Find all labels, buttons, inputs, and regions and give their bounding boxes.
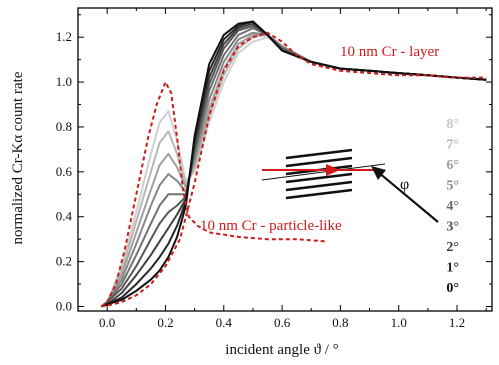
- x-tick-label: 1.0: [391, 315, 407, 330]
- y-axis-label: normalized Cr-Kα count rate: [10, 71, 26, 244]
- legend-entry: 6°: [446, 158, 459, 173]
- x-tick-label: 0.0: [99, 315, 115, 330]
- x-tick-label: 0.6: [274, 315, 291, 330]
- inset-schematic: φ: [261, 148, 439, 223]
- x-tick-labels: 0.0 0.2 0.4 0.6 0.8 1.0 1.2: [99, 315, 465, 330]
- legend-entry: 3°: [446, 220, 459, 235]
- x-tick-label: 0.4: [216, 315, 233, 330]
- y-tick-label: 0.8: [56, 119, 72, 134]
- y-tick-label: 0.6: [56, 164, 73, 179]
- simulated-line-1: [100, 79, 326, 308]
- axis-ticks: [78, 8, 492, 311]
- x-axis-label: incident angle ϑ / °: [225, 342, 338, 358]
- legend-entry: 7°: [446, 138, 459, 153]
- y-tick-label: 0.4: [56, 209, 73, 224]
- phi-pointer-arrow-icon: [371, 166, 386, 180]
- series-line-0: [100, 36, 487, 308]
- plot-frame: [77, 7, 493, 312]
- legend-entry: 0°: [446, 281, 459, 296]
- legend-entry: 1°: [446, 261, 459, 276]
- x-tick-label: 0.2: [157, 315, 173, 330]
- x-tick-label: 1.2: [449, 315, 465, 330]
- inset-layer-stack: [285, 148, 353, 200]
- y-tick-label: 1.2: [56, 29, 72, 44]
- inset-tilted-line: [261, 163, 386, 181]
- x-tick-label: 0.8: [332, 315, 348, 330]
- series-line-8: [100, 20, 487, 308]
- legend-entry: 4°: [446, 199, 459, 214]
- phi-pointer-line: [377, 171, 439, 223]
- annotation-particle-label: 10 nm Cr - particle-like: [200, 218, 342, 234]
- annotation-layer-label: 10 nm Cr - layer: [340, 44, 439, 60]
- phi-label: φ: [400, 176, 409, 193]
- measured-curves: [100, 20, 487, 308]
- y-tick-label: 0.2: [56, 254, 72, 269]
- legend-entry: 2°: [446, 240, 459, 255]
- legend-entry: 5°: [446, 179, 459, 194]
- y-tick-label: 1.0: [56, 74, 72, 89]
- legend-entry: 8°: [446, 117, 459, 132]
- y-tick-label: 0.0: [56, 299, 72, 314]
- y-tick-labels: 0.0 0.2 0.4 0.6 0.8 1.0 1.2: [56, 29, 73, 313]
- simulated-line-0: [101, 31, 487, 308]
- simulated-curves: [100, 31, 487, 308]
- inset-beam-arrow-icon: [326, 164, 340, 176]
- legend: 8° 7° 6° 5° 4° 3° 2° 1° 0°: [446, 117, 459, 296]
